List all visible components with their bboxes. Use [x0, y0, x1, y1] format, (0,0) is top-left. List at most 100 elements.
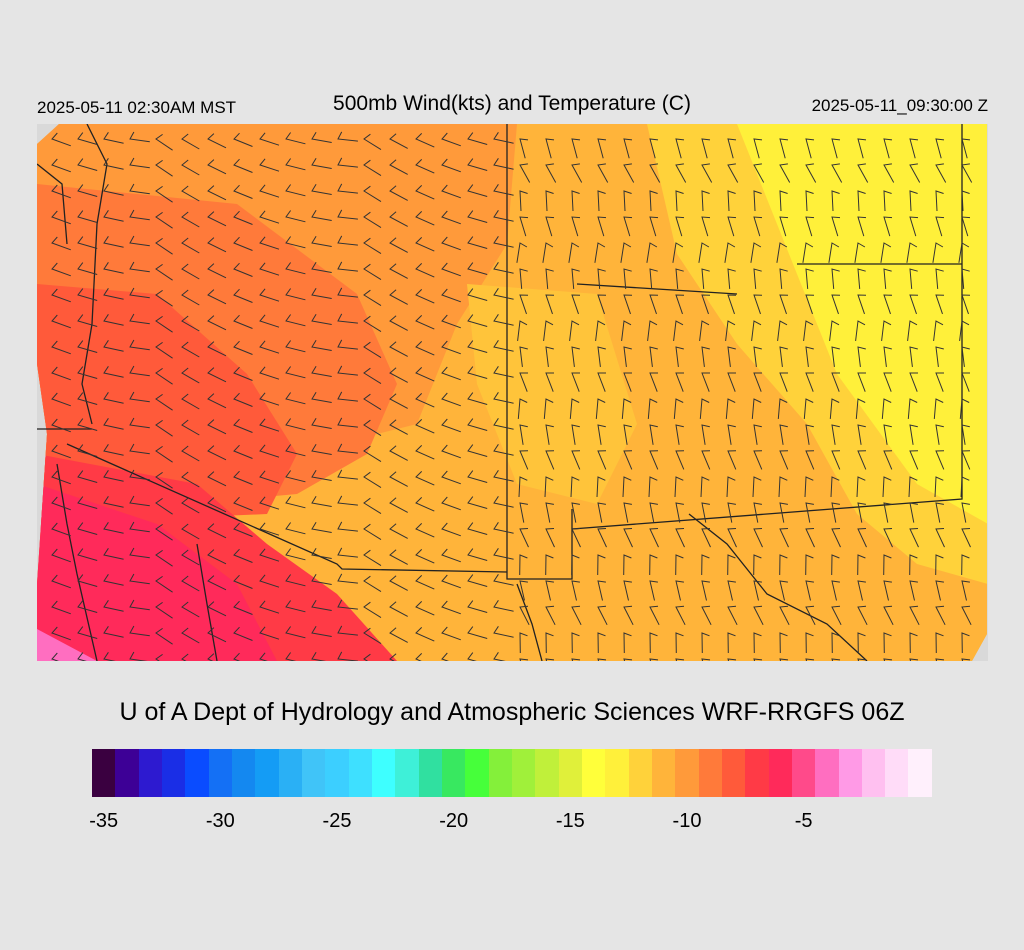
wind-barb — [233, 574, 253, 589]
wind-barb — [493, 600, 514, 612]
wind-barb — [493, 262, 514, 274]
wind-barb — [51, 184, 71, 199]
wind-barb — [467, 522, 488, 535]
wind-barb — [727, 294, 737, 315]
wind-barb — [519, 163, 531, 183]
wind-barb — [545, 424, 554, 445]
wind-barb — [441, 262, 461, 277]
wind-barb — [493, 132, 514, 144]
wind-barb — [77, 496, 98, 509]
wind-barb — [753, 424, 762, 445]
wind-barb — [285, 548, 306, 561]
wind-barb — [363, 419, 382, 437]
wind-barb — [623, 580, 632, 601]
wind-barb — [961, 424, 970, 445]
wind-barb — [701, 268, 710, 289]
wind-barb — [727, 450, 737, 470]
wind-barb — [961, 528, 971, 548]
wind-barb — [909, 372, 918, 392]
wind-barb — [285, 652, 297, 661]
wind-barb — [804, 476, 814, 498]
wind-barb — [597, 294, 607, 315]
colorbar-swatch — [348, 749, 372, 797]
valid-time-local: 2025-05-11 02:30AM MST — [37, 98, 237, 117]
wind-barb — [597, 216, 607, 237]
wind-barb — [571, 190, 580, 212]
wind-barb — [831, 658, 841, 661]
wind-barb — [649, 190, 658, 212]
wind-barb — [415, 393, 435, 408]
wind-barb — [961, 346, 970, 367]
wind-barb — [441, 210, 461, 225]
wind-barb — [623, 554, 632, 576]
wind-barb — [753, 372, 762, 392]
wind-barb — [622, 476, 632, 498]
wind-barb — [207, 289, 227, 305]
wind-barb — [623, 372, 632, 392]
wind-barb — [467, 158, 488, 171]
wind-barb — [389, 315, 408, 331]
wind-barb — [805, 528, 815, 548]
wind-barb — [337, 157, 358, 168]
wind-barb — [883, 294, 893, 315]
wind-barb — [620, 242, 632, 263]
wind-barb — [259, 574, 280, 588]
wind-barb — [181, 575, 200, 592]
wind-barb — [805, 216, 815, 237]
wind-barb — [831, 190, 840, 212]
wind-barb — [828, 242, 840, 263]
wind-barb — [857, 605, 868, 626]
wind-barb — [77, 314, 98, 327]
wind-barb — [77, 366, 98, 379]
wind-barb — [129, 339, 150, 351]
wind-barb — [77, 340, 98, 353]
colorbar-tick-label: -25 — [322, 810, 352, 832]
wind-barb — [805, 372, 814, 392]
wind-barb — [935, 346, 944, 367]
wind-barb — [207, 575, 227, 591]
wind-barb — [103, 210, 124, 222]
wind-barb — [77, 288, 98, 301]
wind-barb — [233, 262, 253, 277]
colorbar-tick-label: -10 — [672, 810, 702, 832]
wind-barb — [311, 235, 332, 247]
wind-barb — [389, 289, 408, 305]
wind-barb — [545, 580, 554, 601]
wind-barb — [337, 599, 358, 610]
wind-barb — [675, 216, 685, 237]
colorbar-swatch — [768, 749, 792, 797]
wind-barb — [727, 190, 736, 212]
colorbar-swatch — [721, 749, 746, 797]
wind-barb — [467, 496, 488, 509]
wind-barb — [285, 210, 306, 223]
wind-barb — [701, 528, 711, 548]
wind-barb — [233, 184, 253, 199]
colorbar-swatch — [908, 749, 932, 797]
wind-barb — [129, 417, 150, 429]
wind-barb — [649, 346, 658, 367]
wind-barb — [259, 600, 280, 614]
wind-barb — [311, 521, 332, 533]
wind-barb — [467, 132, 488, 145]
wind-barb — [935, 450, 945, 470]
wind-barb — [77, 470, 98, 483]
wind-barb — [778, 476, 788, 498]
wind-barb — [233, 496, 253, 511]
wind-barb — [389, 445, 408, 461]
colorbar-swatch — [441, 749, 466, 797]
wind-barb — [103, 470, 124, 482]
colorbar-swatch — [698, 749, 722, 797]
wind-barb — [285, 340, 306, 353]
wind-barb — [883, 554, 892, 576]
wind-barb — [753, 528, 763, 548]
wind-barb — [753, 346, 762, 367]
wind-barb — [311, 365, 332, 377]
wind-barb — [727, 632, 736, 654]
wind-barb — [935, 580, 944, 601]
wind-barb — [857, 632, 866, 654]
wind-barb — [103, 548, 124, 560]
wind-barb — [415, 653, 423, 661]
wind-barb — [77, 184, 98, 197]
wind-barb — [909, 528, 919, 548]
wind-barb — [701, 580, 710, 601]
